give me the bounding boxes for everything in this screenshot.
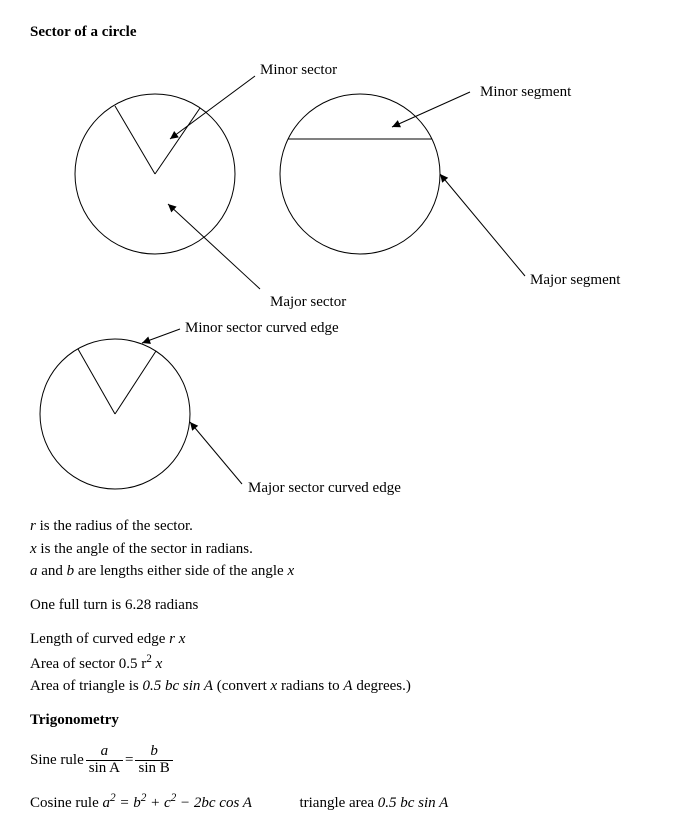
length-curved: Length of curved edge r x [30,629,643,649]
area-sector-label: Area of sector [30,656,119,672]
def-x: x is the angle of the sector in radians. [30,539,643,559]
var-x: x [30,541,37,557]
var-a: a [30,563,38,579]
sine-den2: sin B [135,760,172,777]
full-turn: One full turn is 6.28 radians [30,595,643,615]
sine-num2: b [135,744,172,760]
trig-heading: Trigonometry [30,710,643,730]
var-x2: x [287,563,294,579]
def-ab-mid: and [38,563,67,579]
sine-frac-2: b sin B [135,744,172,777]
cosine-label: Cosine rule [30,795,103,811]
diagram-bottom: Minor sector curved edge Major sector cur… [30,314,643,514]
area-triangle-note-d: A [343,678,352,694]
area-sector-x: x [152,656,162,672]
cosine-rule-line: Cosine rule a2 = b2 + c2 − 2bc cos A tri… [30,791,643,813]
sine-rule: Sine rule a sin A = b sin B [30,744,643,777]
length-curved-label: Length of curved edge [30,631,169,647]
svg-text:Minor segment: Minor segment [480,84,572,100]
svg-text:Major segment: Major segment [530,272,621,288]
tri-area-label: triangle area [299,795,377,811]
sine-num1: a [86,744,123,760]
area-triangle-note-a: (convert [213,678,270,694]
area-triangle-note-c: radians to [277,678,343,694]
cosine-d: − 2bc cos A [176,795,252,811]
area-triangle: Area of triangle is 0.5 bc sin A (conver… [30,676,643,696]
tri-area-formula: 0.5 bc sin A [378,795,449,811]
sine-label: Sine rule [30,750,84,770]
figure-sectors-segments: Minor sector Minor segment Major sector Maj… [30,44,643,314]
length-curved-x: x [175,631,185,647]
svg-text:Minor sector curved edge: Minor sector curved edge [185,320,339,336]
def-x-text: is the angle of the sector in radians. [37,541,253,557]
figure-curved-edges: Minor sector curved edge Major sector cur… [30,314,643,514]
page-title: Sector of a circle [30,22,643,42]
cosine-c: + c2 [146,795,176,811]
svg-text:Minor sector: Minor sector [260,62,337,78]
def-r: r is the radius of the sector. [30,516,643,536]
area-triangle-formula: 0.5 bc sin A [142,678,213,694]
svg-text:Major sector curved edge: Major sector curved edge [248,480,401,496]
area-sector: Area of sector 0.5 r2 x [30,652,643,674]
def-ab-text: are lengths either side of the angle [74,563,287,579]
svg-text:Major sector: Major sector [270,294,346,310]
diagram-top: Minor sector Minor segment Major sector Maj… [30,44,643,314]
cosine-b: = b2 [116,795,147,811]
area-triangle-note-e: degrees.) [353,678,411,694]
sine-den1: sin A [86,760,123,777]
area-triangle-label: Area of triangle is [30,678,142,694]
cosine-a: a2 [103,795,116,811]
area-sector-a: 0.5 r2 [119,656,152,672]
sine-frac-1: a sin A [86,744,123,777]
def-ab: a and b are lengths either side of the a… [30,561,643,581]
def-r-text: is the radius of the sector. [36,518,193,534]
sine-eq: = [125,750,133,770]
